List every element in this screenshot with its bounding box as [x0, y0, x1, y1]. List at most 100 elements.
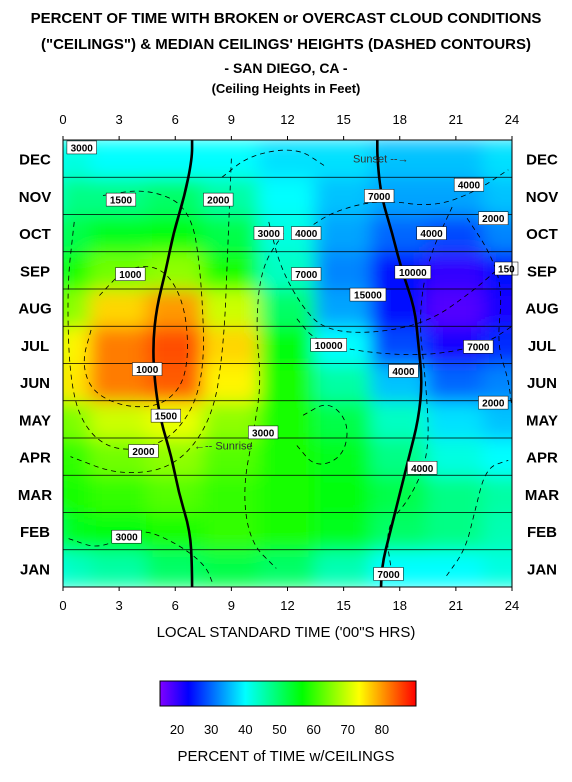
contour-label-15000: 15000: [349, 287, 387, 302]
heat-cell-apr-12: [258, 437, 317, 477]
month-label-left-mar: MAR: [18, 487, 52, 504]
heat-cell-jan-0: [63, 548, 93, 587]
month-label-right-aug: AUG: [525, 301, 558, 318]
contour-label-text: 7000: [467, 343, 490, 354]
month-label-left-jul: JUL: [21, 338, 49, 355]
contour-label-4000: 4000: [453, 177, 485, 192]
sunset-curve: [376, 140, 423, 587]
contour-label-text: 7000: [377, 570, 400, 581]
heat-cell-apr-15: [314, 437, 373, 477]
contour-label-10000: 10000: [310, 338, 347, 352]
month-label-left-dec: DEC: [19, 152, 51, 169]
heat-cell-may-0: [63, 399, 93, 439]
contour-label-3000: 3000: [248, 425, 279, 440]
x-tick-label-top: 21: [449, 112, 463, 127]
contour-label-box: [291, 267, 322, 281]
x-tick-label-top: 15: [336, 112, 350, 127]
x-tick-label-top: 12: [280, 112, 294, 127]
colorbar-tick-30: 30: [204, 722, 218, 737]
heat-cell-sep-6: [146, 250, 205, 290]
x-tick-label-bottom: 12: [280, 598, 294, 613]
heat-cell-sep-9: [202, 250, 261, 290]
heat-cell-apr-0: [63, 437, 93, 477]
contour-label-1000: 1000: [115, 267, 146, 281]
month-label-right-jul: JUL: [528, 338, 556, 355]
heat-cell-oct-9: [202, 213, 261, 253]
contour-label-2000: 2000: [203, 192, 234, 207]
heat-cell-jan-15: [314, 548, 373, 587]
heat-cell-nov-0: [63, 176, 93, 216]
contour-label-box: [203, 192, 234, 207]
heat-cell-feb-6: [146, 511, 205, 551]
contour-label-1000: 1000: [132, 362, 163, 376]
contour-label-box: [253, 226, 284, 240]
chart-title-line-2: ("CEILINGS") & MEDIAN CEILINGS' HEIGHTS …: [40, 36, 532, 53]
contour-label-box: [478, 395, 509, 410]
heat-cell-nov-15: [314, 176, 373, 216]
contour-label-text: 1000: [136, 365, 159, 376]
ceiling-contour-5: [296, 318, 512, 356]
heat-cell-feb-9: [202, 511, 261, 551]
contour-label-box: [416, 226, 447, 240]
month-label-right-may: MAY: [526, 412, 558, 429]
heat-cell-dec-12: [258, 140, 317, 179]
heat-cell-oct-15: [314, 213, 373, 253]
contour-label-3000: 3000: [66, 140, 97, 154]
month-label-left-apr: APR: [19, 450, 51, 467]
heat-cell-apr-24: [482, 437, 512, 477]
contour-labels: ←-- Sunrise Sunset --→ 3000 4000 1500 2000 700…: [66, 140, 519, 581]
month-label-right-jan: JAN: [527, 561, 557, 578]
contour-label-1500: 1500: [150, 408, 181, 423]
contour-label-1500: 1500: [105, 192, 137, 207]
contour-label-4000: 4000: [407, 461, 438, 475]
heat-cell-feb-15: [314, 511, 373, 551]
contour-label-box: [150, 408, 181, 423]
month-label-right-oct: OCT: [526, 226, 558, 243]
contour-label-text: 4000: [458, 181, 481, 192]
contour-label-7000: 7000: [373, 567, 404, 581]
contour-label-text: 150: [498, 265, 515, 276]
ceiling-contour-3: [70, 158, 232, 473]
x-tick-label-bottom: 9: [228, 598, 235, 613]
heat-cell-sep-15: [314, 250, 373, 290]
heat-cell-oct-0: [63, 213, 93, 253]
colorbar-tick-80: 80: [375, 722, 389, 737]
contour-label-box: [248, 425, 279, 440]
heat-cell-may-21: [426, 399, 485, 439]
heat-cell-jul-6: [146, 325, 205, 365]
contour-label-box: [111, 529, 142, 544]
contour-label-text: 3000: [258, 229, 281, 240]
contour-label-text: 10000: [399, 268, 427, 279]
x-tick-label-bottom: 0: [59, 598, 66, 613]
contour-label-text: 3000: [71, 143, 94, 154]
contour-label-7000: 7000: [291, 267, 322, 281]
colorbar-gradient: [159, 680, 417, 707]
contour-label-7000: 7000: [463, 339, 494, 354]
month-label-left-jan: JAN: [20, 561, 50, 578]
heat-cell-aug-21: [426, 288, 485, 328]
month-label-right-mar: MAR: [525, 487, 559, 504]
month-label-right-sep: SEP: [527, 263, 557, 280]
contour-label-text: 15000: [354, 291, 382, 302]
sunrise-label: ←-- Sunrise: [194, 440, 253, 452]
colorbar-tick-60: 60: [306, 722, 320, 737]
x-tick-label-top: 3: [116, 112, 123, 127]
heat-cell-dec-15: [314, 140, 373, 179]
colorbar-tick-20: 20: [170, 722, 184, 737]
heat-cell-jul-9: [202, 325, 261, 365]
colorbar: 20 30 40 50 60 70 80: [159, 680, 417, 737]
month-label-left-sep: SEP: [20, 263, 50, 280]
contour-label-text: 7000: [368, 192, 391, 203]
contour-label-text: 2000: [482, 399, 505, 410]
heat-cell-jan-6: [146, 548, 205, 587]
sunset-label: Sunset --→: [353, 154, 409, 166]
contour-label-box: [105, 192, 137, 207]
heat-cell-jun-15: [314, 362, 373, 402]
chart-title-line-3: - SAN DIEGO, CA -: [224, 60, 348, 76]
x-tick-label-bottom: 15: [336, 598, 350, 613]
contour-label-box: [132, 362, 163, 376]
heat-cell-dec-24: [482, 140, 512, 179]
heat-cell-may-3: [90, 399, 149, 439]
heat-cell-mar-9: [202, 474, 261, 514]
